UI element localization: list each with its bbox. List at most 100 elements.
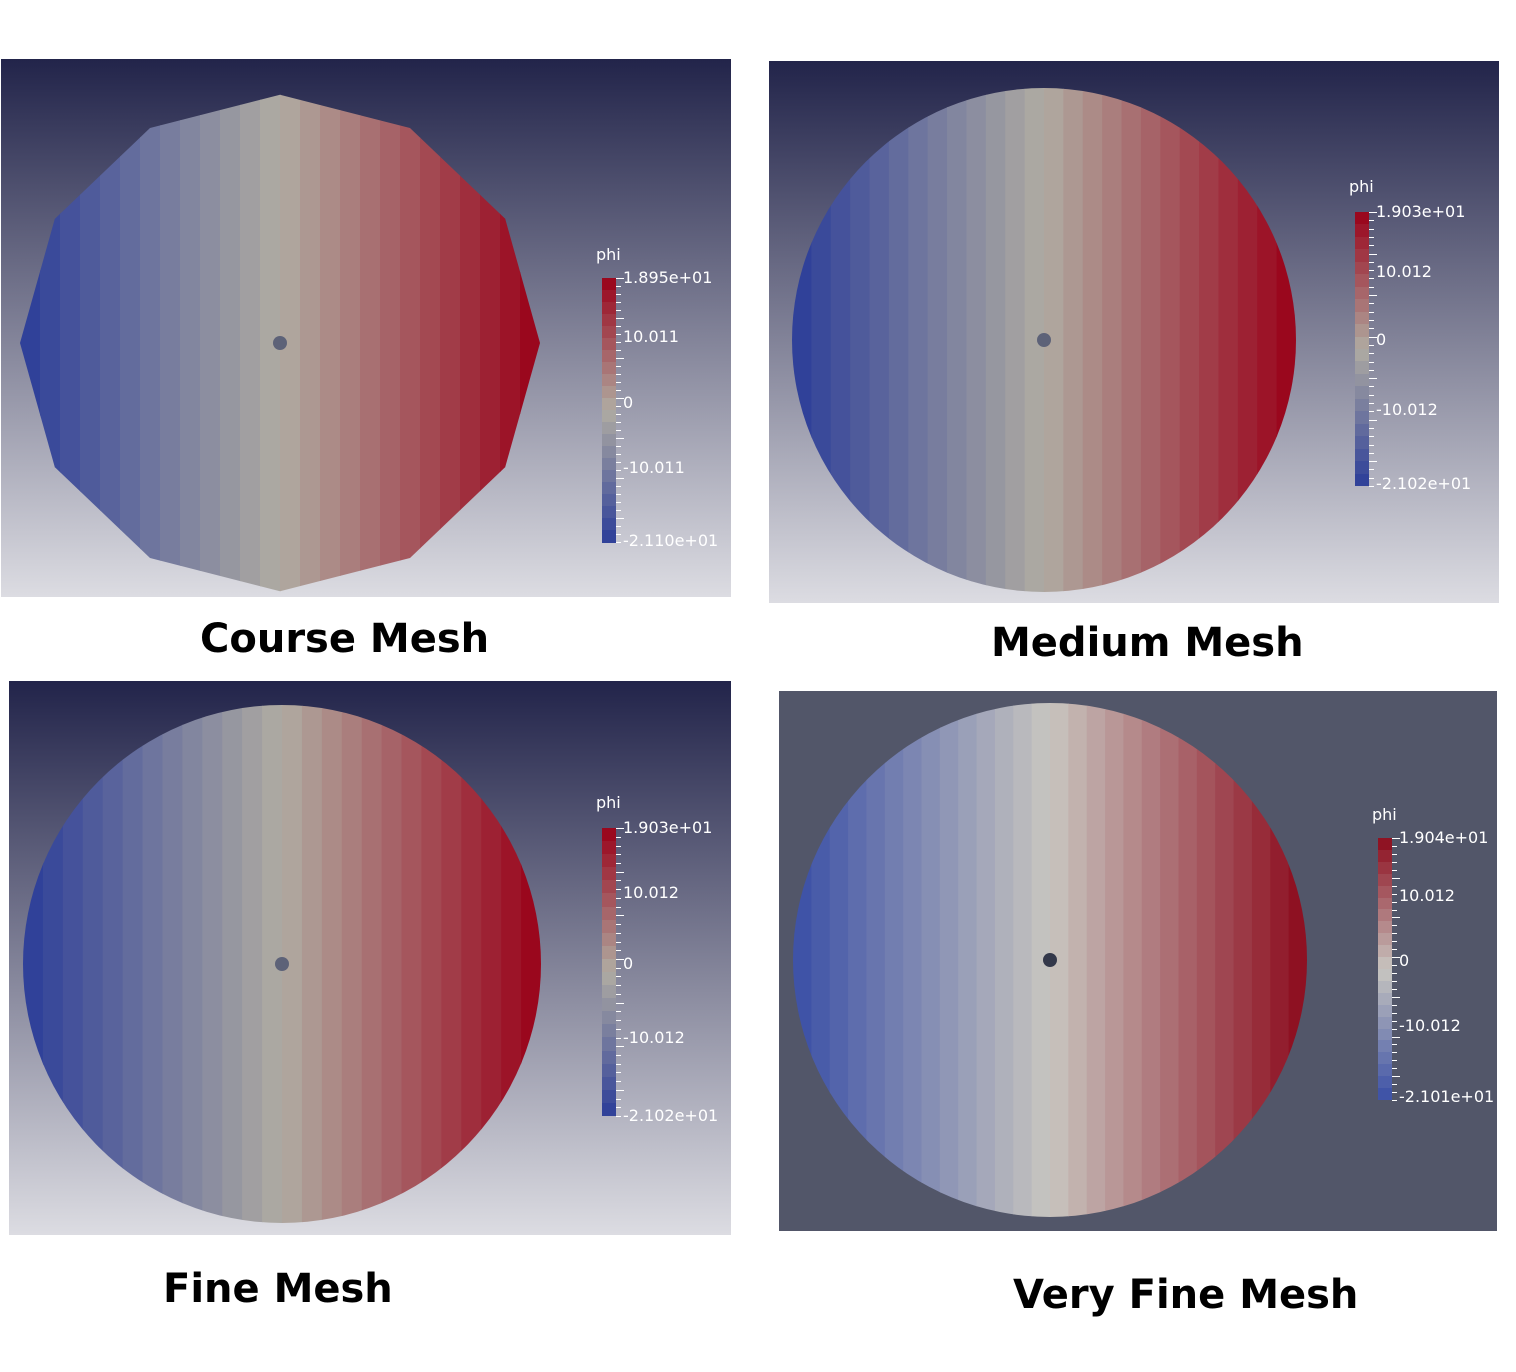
mesh-disc [9, 681, 731, 1235]
contour-band [1105, 703, 1125, 1217]
contour-band [80, 94, 101, 592]
legend-tick [1392, 1036, 1400, 1038]
center-hole-marker [1043, 953, 1057, 967]
legend-tick [1392, 1028, 1397, 1030]
legend-color-segment [1355, 423, 1369, 437]
legend-tick [616, 446, 621, 447]
mesh-disc [779, 691, 1497, 1231]
legend-max-label: 1.895e+01 [623, 268, 713, 287]
legend-tick [1369, 336, 1377, 338]
mesh-disc [769, 61, 1499, 603]
legend-tick [616, 398, 624, 399]
legend-color-segment [1378, 838, 1392, 851]
mesh-disc [1, 59, 731, 597]
contour-band [1044, 88, 1064, 592]
legend-tick [1392, 845, 1397, 847]
legend-tick [616, 526, 621, 527]
legend-color-segment [602, 893, 616, 908]
contour-band [122, 705, 144, 1223]
legend-tick [616, 518, 624, 519]
legend-tick [1369, 303, 1374, 305]
legend-color-segment [1378, 933, 1392, 946]
legend-upper-label: 10.011 [623, 327, 679, 346]
legend-mid-label: 0 [1376, 330, 1387, 349]
legend-tick [616, 828, 624, 829]
legend-color-segment [602, 841, 616, 855]
contour-band [1237, 88, 1258, 592]
contour-band [1086, 703, 1106, 1217]
contour-band [1068, 703, 1088, 1217]
legend-tick [616, 542, 621, 543]
legend-tick [1369, 278, 1374, 280]
legend-tick [616, 350, 621, 351]
legend-tick [616, 430, 621, 431]
legend-tick [1392, 1044, 1397, 1046]
legend-color-segment [602, 278, 616, 291]
legend-tick [616, 382, 621, 383]
legend-tick [1392, 965, 1397, 966]
contour-band [1233, 703, 1253, 1217]
contour-band [321, 705, 343, 1223]
legend-tick [616, 1054, 621, 1056]
legend-color-segment [1378, 969, 1392, 982]
contour-band [985, 88, 1006, 592]
legend-tick [616, 845, 621, 847]
contour-band [481, 705, 502, 1223]
legend-color-segment [1355, 448, 1369, 462]
legend-tick [1392, 933, 1397, 935]
legend-color-segment [602, 1011, 616, 1025]
legend-tick [616, 438, 624, 439]
contour-band [1102, 88, 1123, 592]
contour-band [869, 88, 890, 592]
legend-color-segment [1378, 849, 1392, 863]
legend-color-segment [1355, 299, 1369, 313]
contour-band [82, 705, 104, 1223]
legend-tick [1392, 1100, 1397, 1101]
legend-color-segment [1355, 386, 1369, 400]
legend-tick [616, 915, 624, 917]
contour-band [280, 94, 301, 592]
legend-tick [616, 836, 621, 838]
contour-band [1082, 88, 1103, 592]
contour-band [60, 94, 81, 592]
legend-lower-label: -10.012 [1399, 1016, 1461, 1035]
contour-band [440, 94, 461, 592]
legend-tick [1369, 419, 1377, 421]
center-hole-marker [273, 336, 287, 350]
legend-tick [616, 422, 621, 423]
legend-color-segment [1378, 957, 1392, 970]
contour-band [120, 94, 141, 592]
legend-mid-label: 0 [1399, 951, 1410, 970]
legend-tick [616, 510, 621, 511]
legend-tick [1369, 461, 1377, 463]
legend-tick [1392, 909, 1397, 911]
contour-band [994, 703, 1014, 1217]
legend-color-segment [602, 1037, 616, 1052]
legend-tick [1392, 877, 1400, 879]
legend-tick [616, 462, 621, 463]
legend-color-segment [1378, 897, 1392, 910]
legend-upper-label: 10.012 [623, 883, 679, 902]
contour-band [850, 88, 871, 592]
legend-tick [616, 897, 621, 899]
contour-band [100, 94, 121, 592]
contour-band [1013, 703, 1033, 1217]
contour-band [1160, 88, 1181, 592]
legend-tick [1392, 925, 1397, 927]
legend-color-segment [1378, 909, 1392, 922]
legend-color-segment [1355, 373, 1369, 387]
legend-tick [1392, 949, 1397, 951]
legend-tick [616, 862, 621, 864]
legend-color-segment [602, 374, 616, 387]
legend-color-segment [602, 906, 616, 921]
contour-band [976, 703, 996, 1217]
legend-color-segment [602, 1050, 616, 1065]
legend-color-segment [602, 972, 616, 986]
contour-band [908, 88, 929, 592]
legend-color-segment [602, 854, 616, 868]
contour-band [1160, 703, 1180, 1217]
legend-tick [1392, 1052, 1397, 1054]
legend-color-segment [602, 518, 616, 531]
contour-band [140, 94, 161, 592]
legend-color-segment [602, 386, 616, 399]
